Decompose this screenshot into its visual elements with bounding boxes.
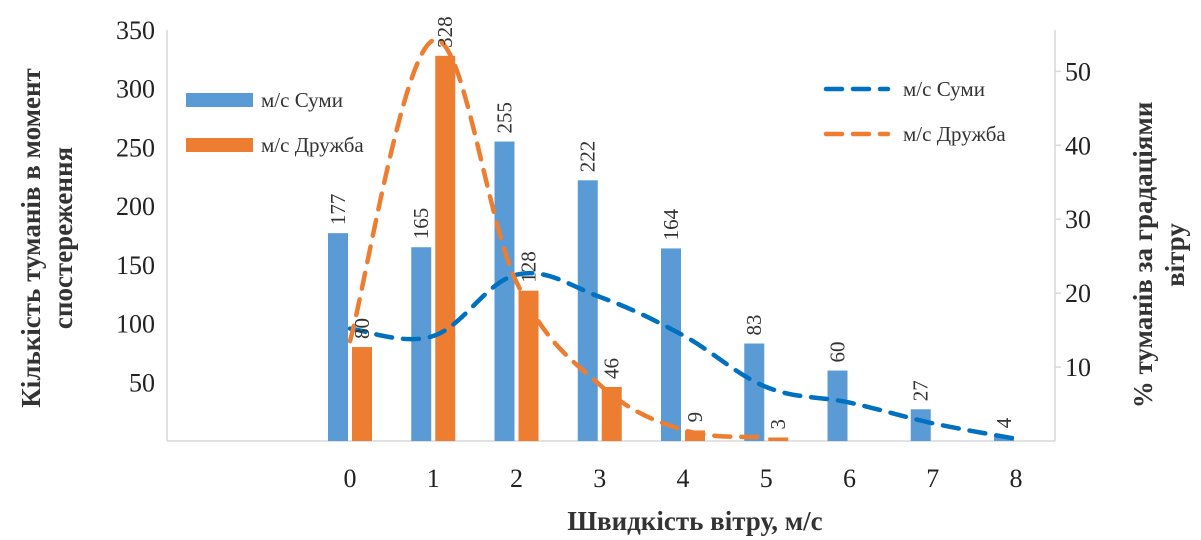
- x-tick-label: 3: [593, 464, 606, 493]
- x-tick-label: 2: [510, 464, 523, 493]
- x-tick-label: 8: [1010, 464, 1023, 493]
- y-tick-label: 300: [116, 75, 155, 104]
- axis-titles-layer: Швидкість вітру, м/с Кількість туманів в …: [16, 68, 1190, 536]
- line-sumy: [347, 270, 1019, 442]
- bar-druzhba: [685, 430, 705, 441]
- data-label-druzhba: 80: [350, 318, 374, 339]
- data-label-sumy: 83: [742, 315, 766, 336]
- y-tick-label: 350: [116, 16, 155, 45]
- legend-bar-label: м/с Дружба: [261, 133, 364, 157]
- y2-tick-label: 50: [1065, 57, 1091, 86]
- y-axis-title: Кількість туманів в момент: [16, 68, 46, 408]
- bar-sumy: [494, 141, 515, 442]
- x-axis-title: Швидкість вітру, м/с: [567, 506, 822, 536]
- data-label-sumy: 27: [909, 380, 933, 401]
- line-druzhba: [347, 38, 769, 440]
- y-axis-title: спостереження: [48, 147, 78, 329]
- data-label-sumy: 255: [493, 102, 517, 134]
- lines-layer: [347, 38, 1019, 442]
- data-label-druzhba: 3: [766, 419, 790, 430]
- legend-line-label: м/с Суми: [903, 77, 985, 101]
- data-label-sumy: 177: [326, 194, 350, 226]
- data-label-druzhba: 9: [683, 412, 707, 423]
- bar-sumy: [577, 180, 598, 441]
- legend-bar-swatch: [186, 138, 253, 152]
- legend-bar-label: м/с Суми: [261, 88, 343, 112]
- bar-druzhba: [601, 386, 622, 441]
- x-tick-label: 4: [677, 464, 690, 493]
- bar-druzhba: [435, 55, 456, 441]
- bar-sumy: [661, 248, 681, 441]
- data-label-druzhba: 46: [600, 358, 624, 379]
- axes-layer: 50 100 150 200 250 300 350 10 20 30 40 50 0 1 2 3 4 5 6 7 8: [116, 16, 1091, 493]
- legend-line-label: м/с Дружба: [903, 122, 1006, 146]
- data-label-sumy: 4: [992, 417, 1016, 428]
- y2-tick-label: 40: [1065, 131, 1091, 160]
- data-label-sumy: 165: [409, 208, 433, 240]
- data-label-druzhba: 328: [433, 16, 457, 48]
- x-tick-label: 1: [427, 464, 440, 493]
- bar-sumy: [328, 233, 348, 441]
- bar-sumy: [411, 247, 432, 441]
- y2-axis-title: % туманів за градаціями: [1128, 102, 1158, 409]
- y2-axis-title: вітру: [1160, 223, 1190, 287]
- bar-druzhba: [768, 437, 789, 441]
- y-tick-label: 50: [129, 368, 155, 397]
- y-tick-label: 200: [116, 192, 155, 221]
- data-label-sumy: 164: [659, 208, 683, 240]
- data-label-sumy: 60: [826, 342, 850, 363]
- x-tick-label: 0: [344, 464, 357, 493]
- y-tick-label: 250: [116, 133, 155, 162]
- data-labels-layer: 177 165 255 222 164 83 60 27 4 80 328 128 46 9 3: [326, 16, 1016, 429]
- bar-sumy: [910, 409, 931, 441]
- x-tick-label: 5: [760, 464, 773, 493]
- y2-tick-label: 30: [1065, 205, 1091, 234]
- data-label-sumy: 222: [576, 141, 600, 173]
- y2-tick-label: 20: [1065, 279, 1091, 308]
- bars-layer: [328, 55, 1014, 442]
- bar-druzhba: [352, 347, 372, 441]
- y-tick-label: 100: [116, 310, 155, 339]
- x-tick-label: 7: [926, 464, 939, 493]
- bar-sumy: [744, 343, 765, 441]
- data-label-druzhba: 128: [517, 251, 541, 283]
- bar-sumy: [827, 370, 848, 441]
- legend-layer: м/с Суми м/с Дружба м/с Суми м/с Дружба: [186, 77, 1006, 157]
- x-tick-label: 6: [843, 464, 856, 493]
- legend-bar-swatch: [186, 93, 253, 107]
- y-tick-label: 150: [116, 251, 155, 280]
- bar-druzhba: [518, 290, 539, 441]
- y2-tick-label: 10: [1065, 353, 1091, 382]
